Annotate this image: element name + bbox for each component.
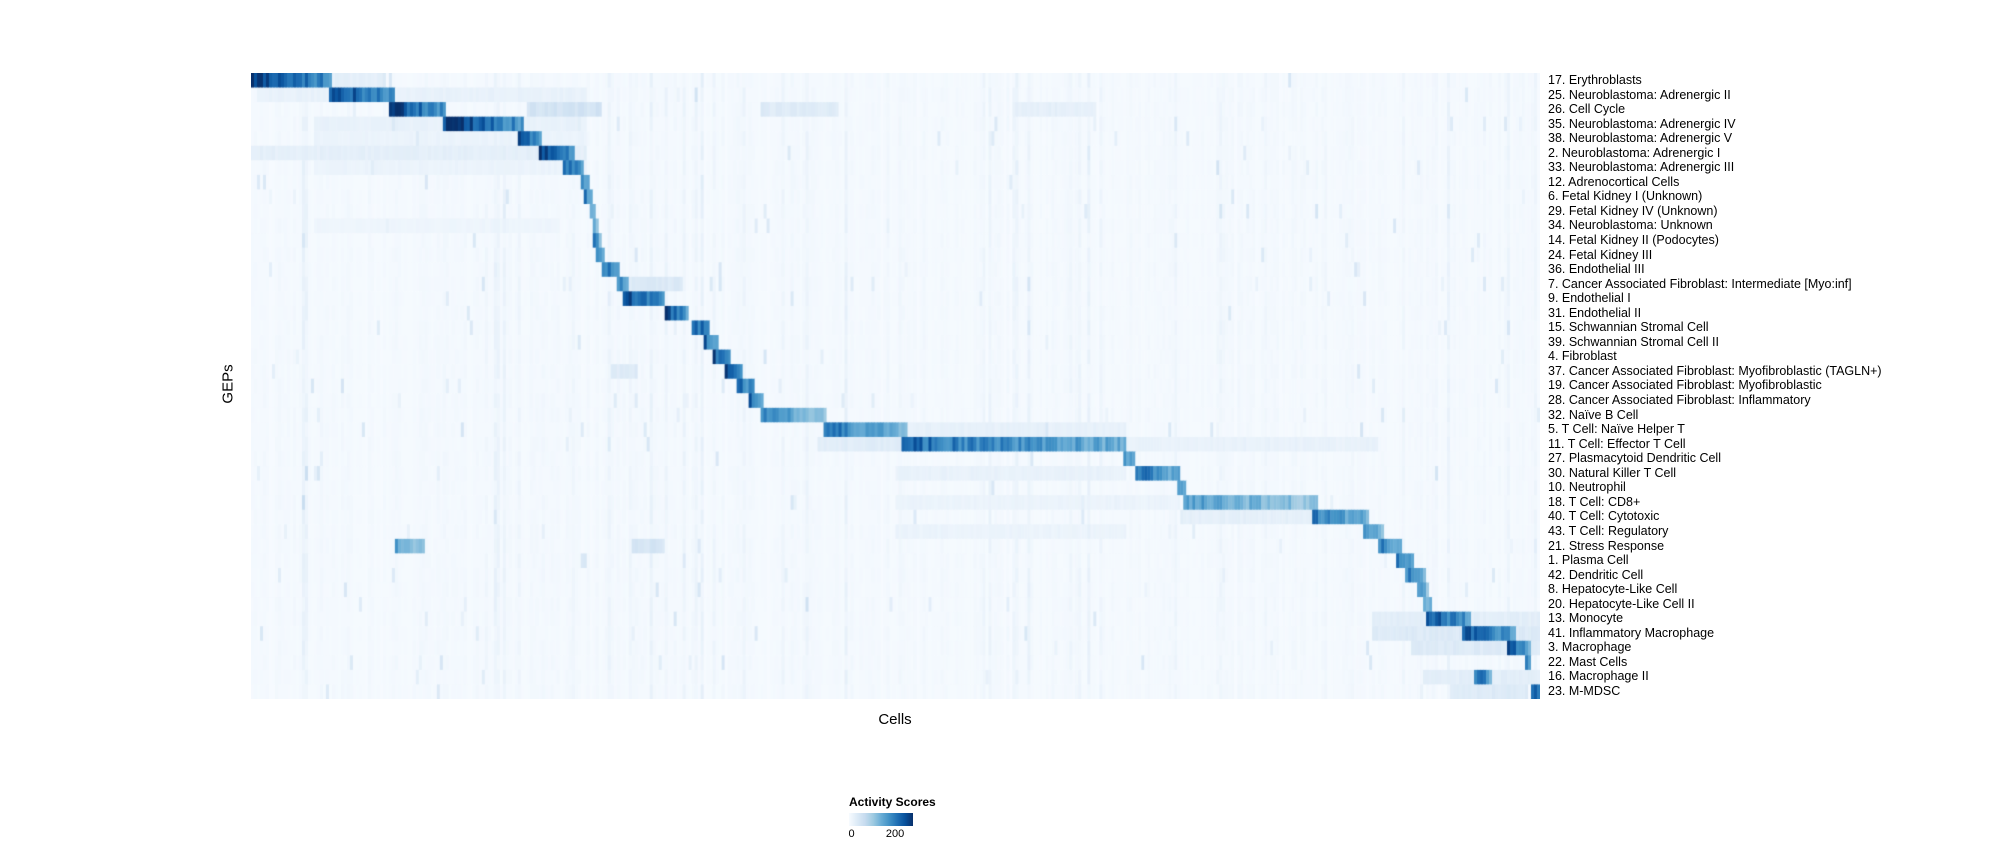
row-label: 27. Plasmacytoid Dendritic Cell: [1548, 451, 1721, 466]
row-label: 4. Fibroblast: [1548, 349, 1617, 364]
row-label: 42. Dendritic Cell: [1548, 567, 1644, 582]
y-axis-label: GEPs: [219, 364, 237, 404]
row-label: 3. Macrophage: [1548, 640, 1632, 655]
row-label: 25. Neuroblastoma: Adrenergic II: [1548, 87, 1731, 102]
row-label: 29. Fetal Kidney IV (Unknown): [1548, 203, 1718, 218]
row-label: 26. Cell Cycle: [1548, 102, 1626, 117]
legend: Activity Scores 0 200: [848, 795, 936, 842]
row-label: 5. T Cell: Naïve Helper T: [1548, 422, 1685, 437]
row-label: 30. Natural Killer T Cell: [1548, 465, 1677, 480]
row-label: 35. Neuroblastoma: Adrenergic IV: [1548, 116, 1736, 131]
row-label: 40. T Cell: Cytotoxic: [1548, 509, 1660, 524]
row-label: 1. Plasma Cell: [1548, 553, 1629, 568]
row-label: 6. Fetal Kidney I (Unknown): [1548, 189, 1703, 204]
row-label: 15. Schwannian Stromal Cell: [1548, 320, 1709, 335]
heatmap-canvas: [251, 73, 1540, 699]
row-label: 17. Erythroblasts: [1548, 73, 1642, 87]
row-label: 33. Neuroblastoma: Adrenergic III: [1548, 160, 1735, 175]
row-label: 43. T Cell: Regulatory: [1548, 523, 1669, 538]
row-label: 38. Neuroblastoma: Adrenergic V: [1548, 131, 1733, 146]
row-label: 10. Neutrophil: [1548, 480, 1626, 495]
row-label: 18. T Cell: CD8+: [1548, 494, 1641, 509]
row-label: 14. Fetal Kidney II (Podocytes): [1548, 233, 1719, 248]
row-label: 34. Neuroblastoma: Unknown: [1548, 218, 1713, 233]
legend-max-label: 200: [885, 828, 905, 840]
row-label: 32. Naïve B Cell: [1548, 407, 1639, 422]
row-label: 19. Cancer Associated Fibroblast: Myofib…: [1548, 378, 1822, 393]
legend-ticks: 0 200: [848, 828, 913, 842]
x-axis-label: Cells: [878, 711, 912, 728]
legend-title: Activity Scores: [849, 795, 936, 809]
row-label: 24. Fetal Kidney III: [1548, 247, 1653, 262]
row-label: 2. Neuroblastoma: Adrenergic I: [1548, 145, 1721, 160]
row-label: 31. Endothelial II: [1548, 305, 1642, 320]
row-labels: 17. Erythroblasts 25. Neuroblastoma: Adre…: [1548, 73, 1882, 699]
row-label: 11. T Cell: Effector T Cell: [1548, 436, 1686, 451]
row-label: 23. M-MDSC: [1548, 683, 1621, 698]
row-label: 8. Hepatocyte-Like Cell: [1548, 582, 1678, 597]
legend-colorbar: [849, 813, 913, 826]
row-label: 22. Mast Cells: [1548, 654, 1628, 669]
row-label: 37. Cancer Associated Fibroblast: Myofib…: [1548, 363, 1882, 378]
row-label: 9. Endothelial I: [1548, 291, 1631, 306]
row-label: 28. Cancer Associated Fibroblast: Inflam…: [1548, 393, 1811, 408]
row-label: 16. Macrophage II: [1548, 669, 1649, 684]
row-label: 7. Cancer Associated Fibroblast: Interme…: [1548, 276, 1852, 291]
row-label: 20. Hepatocyte-Like Cell II: [1548, 596, 1695, 611]
row-label: 21. Stress Response: [1548, 538, 1665, 553]
row-label: 36. Endothelial III: [1548, 262, 1645, 277]
row-label: 39. Schwannian Stromal Cell II: [1548, 334, 1719, 349]
row-label: 41. Inflammatory Macrophage: [1548, 625, 1715, 640]
row-label: 13. Monocyte: [1548, 611, 1624, 626]
row-label: 12. Adrenocortical Cells: [1548, 174, 1680, 189]
legend-min-label: 0: [848, 828, 855, 840]
